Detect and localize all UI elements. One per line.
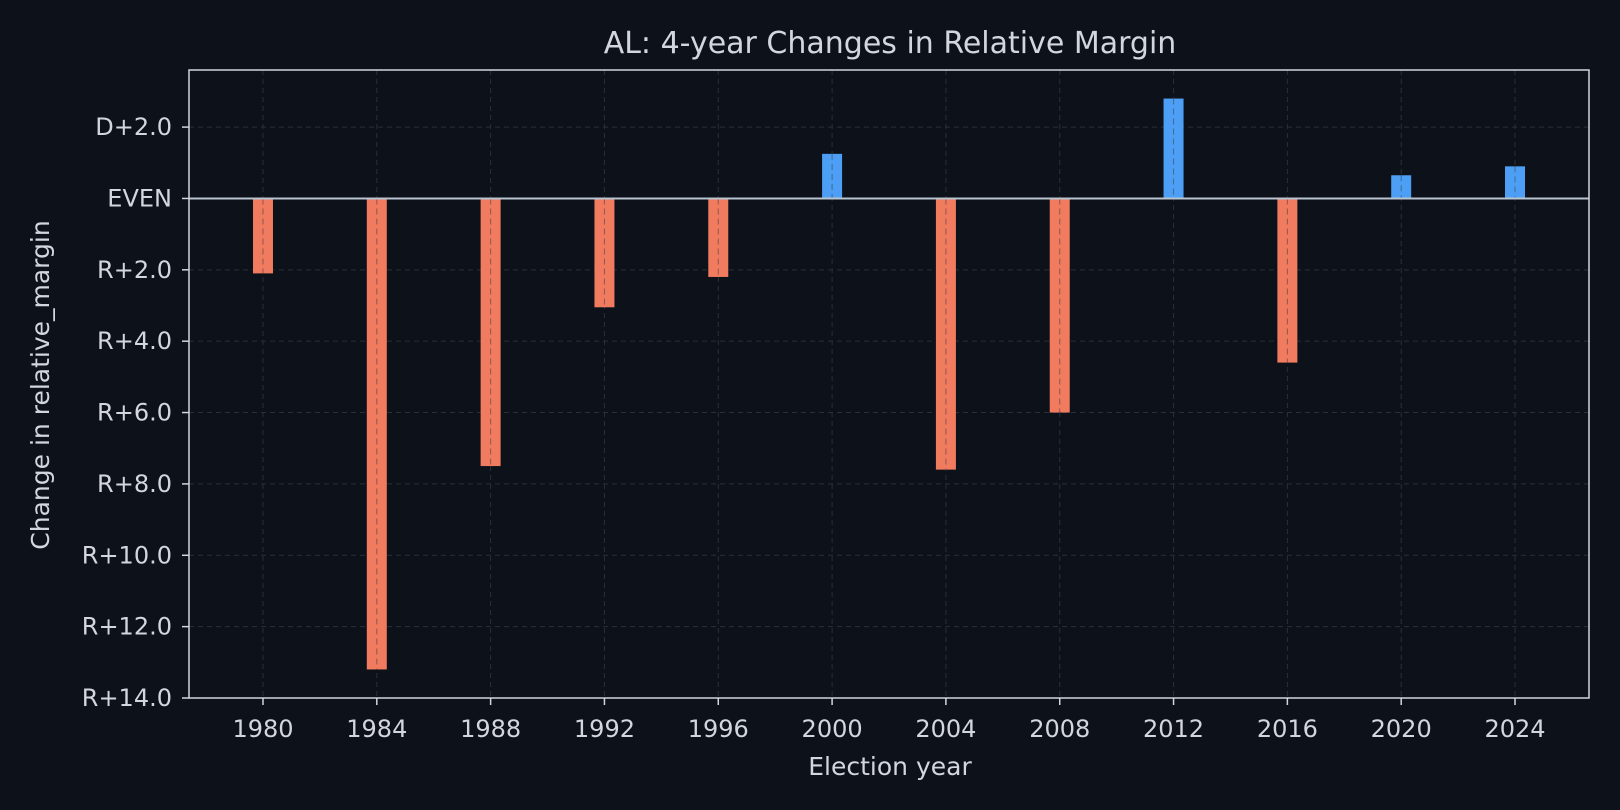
x-tick-label: 1980: [232, 715, 293, 743]
y-axis-ticks: D+2.0 EVEN R+2.0 R+4.0 R+6.0 R+8.0 R+10.0 R+12.…: [82, 113, 189, 712]
bar-1980: [252, 198, 273, 274]
plot-frame: [188, 69, 1590, 699]
x-tick-label: 2000: [802, 715, 863, 743]
y-tick-label: R+14.0: [82, 684, 172, 712]
y-tick-label: R+10.0: [82, 541, 172, 569]
y-tick-label: R+12.0: [82, 613, 172, 641]
x-tick-label: 1984: [346, 715, 407, 743]
bars: [252, 98, 1526, 670]
y-tick-label: R+4.0: [97, 327, 172, 355]
bar-2024: [1505, 166, 1526, 199]
plot-area: D+2.0 EVEN R+2.0 R+4.0 R+6.0 R+8.0 R+10.0 R+12.…: [82, 69, 1590, 743]
x-tick-label: 2012: [1143, 715, 1204, 743]
x-tick-label: 2024: [1484, 715, 1545, 743]
y-tick-label: R+6.0: [97, 399, 172, 427]
chart-title: AL: 4-year Changes in Relative Margin: [604, 26, 1177, 61]
x-tick-label: 1996: [688, 715, 749, 743]
y-tick-label: EVEN: [107, 184, 172, 212]
x-tick-label: 2020: [1371, 715, 1432, 743]
y-tick-label: R+8.0: [97, 470, 172, 498]
bar-2012: [1163, 98, 1184, 199]
y-axis-title: Change in relative_margin: [26, 220, 55, 549]
x-tick-label: 1988: [460, 715, 521, 743]
y-tick-label: R+2.0: [97, 256, 172, 284]
x-tick-label: 1992: [574, 715, 635, 743]
x-tick-label: 2008: [1029, 715, 1090, 743]
x-tick-label: 2004: [915, 715, 976, 743]
y-tick-label: D+2.0: [95, 113, 172, 141]
x-axis-title: Election year: [808, 752, 972, 781]
bar-1996: [708, 198, 729, 277]
x-tick-label: 2016: [1257, 715, 1318, 743]
x-axis-ticks: 1980 1984 1988 1992 1996 2000 2004 2008 2012 2016…: [232, 698, 1546, 743]
bar-2008: [1049, 198, 1070, 413]
